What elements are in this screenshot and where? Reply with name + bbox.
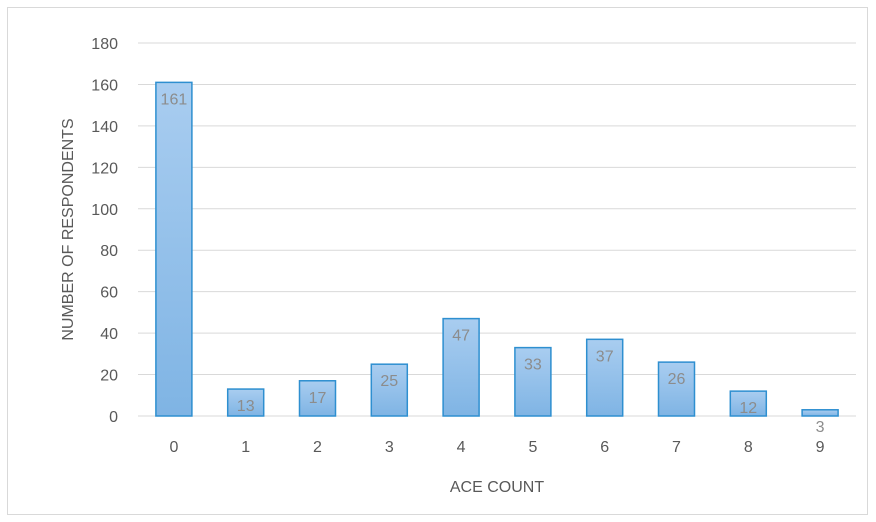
data-label: 17	[309, 390, 327, 407]
bar-2	[298, 380, 337, 417]
data-label: 161	[161, 91, 188, 108]
bars	[155, 81, 839, 417]
y-tick-label: 120	[91, 160, 118, 177]
y-tick-label: 0	[109, 409, 118, 426]
y-tick-label: 20	[100, 368, 118, 385]
y-tick-label: 140	[91, 119, 118, 136]
y-tick-label: 180	[91, 36, 118, 53]
bar-9	[801, 409, 839, 417]
x-tick-label: 9	[816, 439, 825, 456]
x-tick-label: 5	[528, 439, 537, 456]
y-axis-title: NUMBER OF RESPONDENTS	[60, 118, 77, 340]
data-label: 12	[739, 400, 757, 417]
x-tick-label: 0	[169, 439, 178, 456]
y-tick-label: 60	[100, 285, 118, 302]
y-tick-label: 160	[91, 77, 118, 94]
bar-5	[514, 346, 552, 417]
bar-8	[729, 390, 768, 417]
data-label: 13	[237, 398, 255, 415]
bar-3	[370, 363, 409, 417]
data-label: 47	[452, 328, 470, 345]
data-label: 25	[380, 373, 398, 390]
x-tick-label: 6	[600, 439, 609, 456]
bar-6	[585, 338, 624, 417]
y-axis-ticks: 0 20 40 60 80 100 120 140 160 180	[91, 36, 118, 426]
data-labels: 161 13 17 25 47 33 37 26 12 3	[161, 91, 825, 435]
x-axis-title: ACE COUNT	[450, 479, 544, 496]
y-tick-label: 40	[100, 326, 118, 343]
chart-frame: 0 20 40 60 80 100 120 140 160 180 161 13 17 25 47 33 37…	[7, 7, 868, 515]
bar-0	[155, 81, 193, 417]
data-label: 3	[816, 419, 825, 436]
x-tick-label: 1	[241, 439, 250, 456]
x-tick-label: 3	[385, 439, 394, 456]
x-tick-label: 4	[457, 439, 466, 456]
bar-1	[226, 388, 265, 417]
x-tick-label: 7	[672, 439, 681, 456]
y-tick-label: 80	[100, 243, 118, 260]
bar-7	[657, 361, 696, 417]
x-tick-label: 8	[744, 439, 753, 456]
x-tick-label: 2	[313, 439, 322, 456]
data-label: 26	[668, 371, 686, 388]
y-tick-label: 100	[91, 202, 118, 219]
bar-4	[442, 317, 480, 417]
x-axis-ticks: 0 1 2 3 4 5 6 7 8 9	[169, 439, 824, 456]
gridlines	[138, 42, 856, 417]
data-label: 33	[524, 357, 542, 374]
data-label: 37	[596, 348, 614, 365]
